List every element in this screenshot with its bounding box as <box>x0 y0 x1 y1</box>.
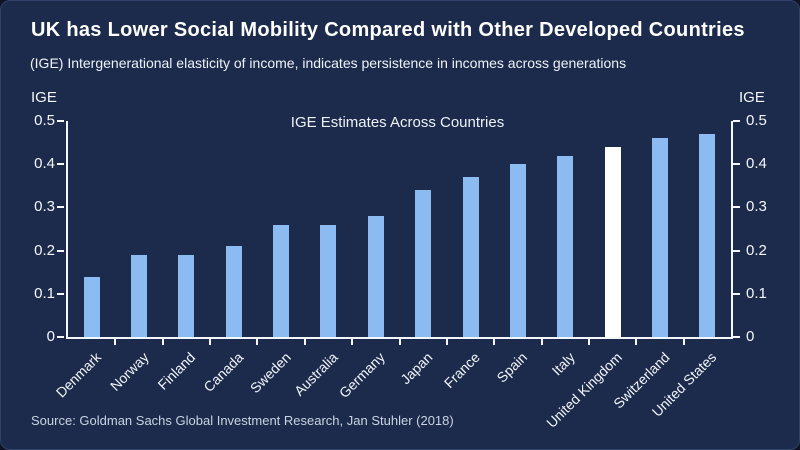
x-tick-label-sweden: Sweden <box>246 349 294 397</box>
y-tick-left <box>57 249 64 252</box>
y-tick-right <box>733 292 740 295</box>
y-tick-label-left: 0.3 <box>34 198 55 216</box>
x-tick-label-italy: Italy <box>548 349 578 379</box>
x-tick-label-japan: Japan <box>397 349 436 388</box>
bar-germany <box>367 216 384 337</box>
y-tick-label-right: 0.3 <box>746 198 767 216</box>
x-tick-label-finland: Finland <box>154 349 199 393</box>
y-tick-right <box>733 336 740 338</box>
x-tick <box>303 337 306 345</box>
x-tick <box>540 337 543 345</box>
x-tick <box>256 337 259 345</box>
x-tick-label-germany: Germany <box>336 349 389 402</box>
bar-united-states <box>699 133 716 337</box>
bar-australia <box>320 224 337 337</box>
y-axis-label-right: IGE <box>739 89 765 106</box>
x-tick <box>161 337 164 345</box>
y-tick-label-left: 0.1 <box>34 284 55 302</box>
bar-finland <box>178 254 195 337</box>
x-tick <box>635 337 638 345</box>
y-tick-label-right: 0.5 <box>746 112 767 129</box>
bar-france <box>462 177 479 337</box>
y-tick-label-right: 0.1 <box>746 284 767 302</box>
page-subtitle: (IGE) Intergenerational elasticity of in… <box>30 55 627 71</box>
y-tick-left <box>57 120 64 122</box>
bar-sweden <box>273 224 290 337</box>
y-tick-label-right: 0 <box>746 328 755 345</box>
y-tick-left <box>57 292 64 295</box>
bar-united-kingdom <box>604 146 621 337</box>
y-tick-left <box>57 163 64 166</box>
bar-switzerland <box>651 138 668 337</box>
x-tick <box>682 337 685 345</box>
y-tick-right <box>733 120 740 122</box>
bar-spain <box>509 164 526 337</box>
x-tick-label-france: France <box>440 349 483 392</box>
y-tick-label-left: 0.4 <box>34 155 55 173</box>
x-tick <box>493 337 496 345</box>
x-tick <box>445 337 448 345</box>
y-tick-left <box>57 206 64 209</box>
y-tick-right <box>733 163 740 166</box>
bar-italy <box>557 155 574 337</box>
x-tick <box>351 337 354 345</box>
x-tick <box>209 337 212 345</box>
bar-norway <box>131 254 148 337</box>
x-tick-label-australia: Australia <box>290 349 341 399</box>
x-tick <box>398 337 401 345</box>
bar-canada <box>225 246 242 337</box>
page-title: UK has Lower Social Mobility Compared wi… <box>31 19 745 41</box>
chart-title: IGE Estimates Across Countries <box>290 114 505 131</box>
y-tick-label-left: 0.5 <box>34 112 55 129</box>
y-tick-label-left: 0 <box>46 328 55 345</box>
bar-japan <box>415 190 432 337</box>
plot-area <box>66 121 733 345</box>
y-tick-label-right: 0.2 <box>746 241 767 259</box>
x-tick-label-norway: Norway <box>106 349 152 394</box>
y-axis-label-left: IGE <box>31 89 57 106</box>
y-tick-right <box>733 249 740 252</box>
source-text: Source: Goldman Sachs Global Investment … <box>31 413 454 428</box>
bar-denmark <box>83 276 100 337</box>
x-tick-label-canada: Canada <box>200 349 247 395</box>
y-tick-label-left: 0.2 <box>34 241 55 259</box>
x-tick-label-denmark: Denmark <box>52 349 104 401</box>
y-tick-right <box>733 206 740 209</box>
x-tick <box>114 337 117 345</box>
y-tick-left <box>57 336 64 338</box>
y-tick-label-right: 0.4 <box>746 155 767 173</box>
x-tick <box>587 337 590 345</box>
x-tick-label-spain: Spain <box>493 349 531 386</box>
